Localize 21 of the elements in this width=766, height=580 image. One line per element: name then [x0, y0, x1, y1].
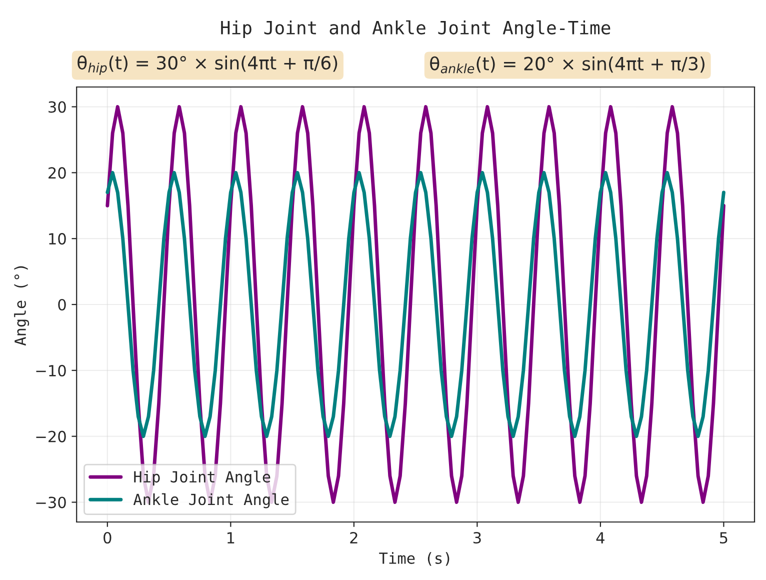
text: θ$_{hip}$(t) = 30° × sin(4πt + π/6) — [78, 56, 338, 75]
y-tick-label: 30 — [48, 101, 66, 113]
legend-label: Ankle Joint Angle — [133, 493, 289, 508]
y-tick-label: −10 — [36, 364, 66, 376]
text: θ$_{ankle}$(t) = 20° × sin(4πt + π/3) — [430, 56, 704, 74]
chart-title: Hip Joint and Ankle Joint Angle-Time — [221, 20, 610, 38]
x-tick-label: 4 — [596, 532, 604, 544]
legend-label: Hip Joint Angle — [134, 470, 270, 486]
x-tick-label: 5 — [720, 532, 728, 544]
line-series — [106, 170, 726, 438]
y-tick-label: 20 — [48, 167, 66, 179]
y-axis-title: Angle (°) — [14, 266, 30, 346]
x-tick-label: 1 — [227, 532, 234, 544]
x-tick-label: 0 — [104, 532, 112, 544]
y-tick-label: 0 — [58, 298, 66, 311]
x-tick-label: 3 — [473, 532, 481, 544]
x-axis-title: Time (s) — [379, 552, 450, 566]
x-tick-label: 2 — [350, 532, 358, 544]
y-tick-label: 10 — [49, 233, 66, 245]
y-tick-label: −20 — [36, 430, 66, 442]
y-tick-label: −30 — [36, 496, 66, 508]
